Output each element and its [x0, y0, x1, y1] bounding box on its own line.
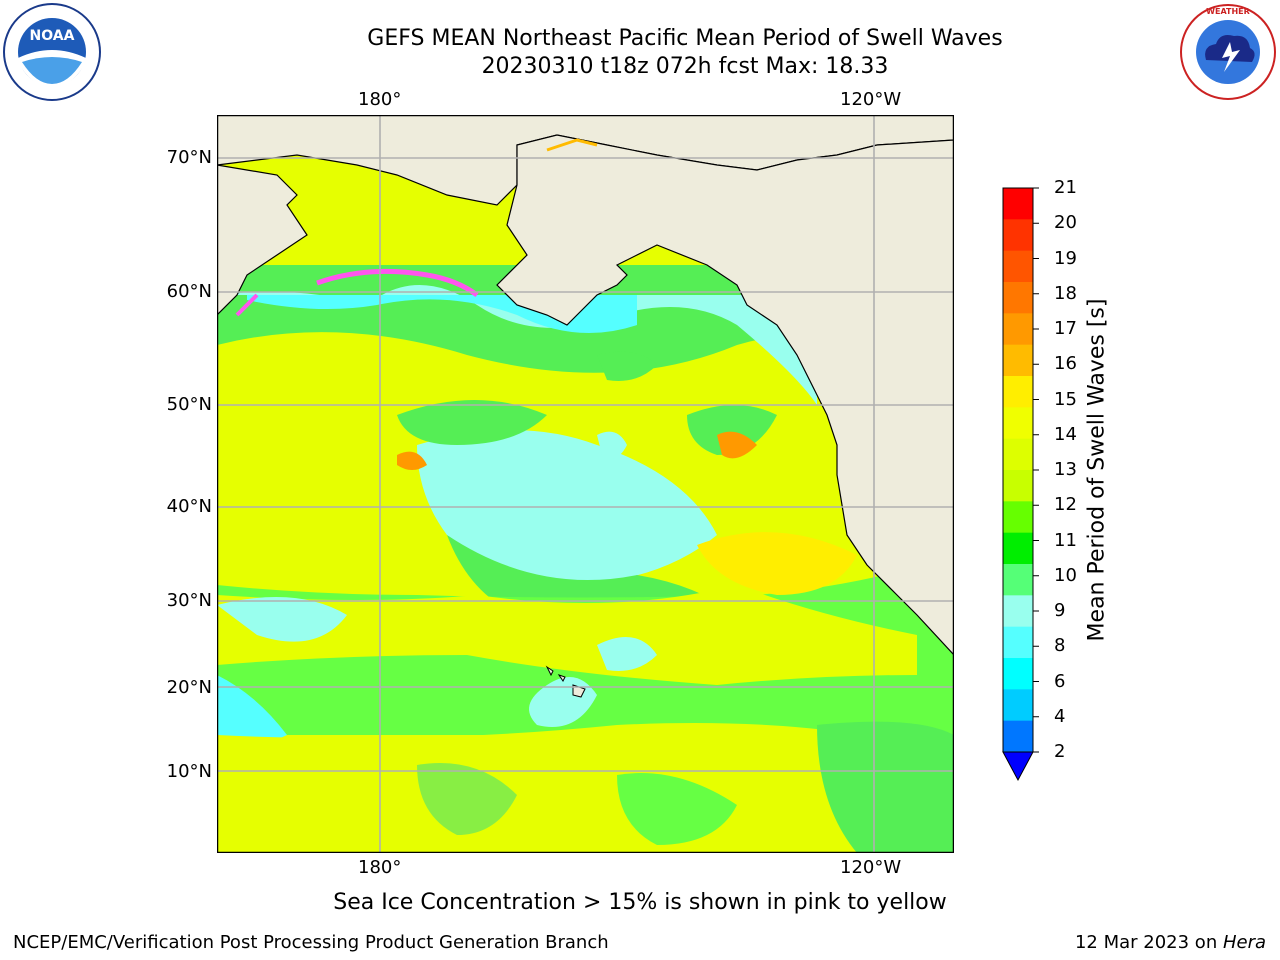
graticule	[217, 115, 954, 853]
colorbar-bin	[1003, 282, 1033, 314]
footer-host: Hera	[1222, 932, 1266, 953]
colorbar-bin	[1003, 470, 1033, 502]
colorbar-bin	[1003, 689, 1033, 722]
lon-label-bottom-180: 180°	[358, 857, 402, 878]
nws-logo: WEATHER	[1178, 2, 1278, 106]
colorbar-tick-label: 9	[1054, 600, 1066, 621]
lon-label-top-180: 180°	[358, 89, 402, 110]
lat-label-40n: 40°N	[166, 496, 212, 517]
lat-label-30n: 30°N	[166, 590, 212, 611]
colorbar-title: Mean Period of Swell Waves [s]	[1084, 298, 1110, 642]
lat-label-50n: 50°N	[166, 394, 212, 415]
colorbar-bin	[1003, 407, 1033, 440]
colorbar-tick-label: 10	[1054, 564, 1077, 586]
svg-text:WEATHER: WEATHER	[1206, 7, 1250, 16]
colorbar-under-arrow	[1002, 751, 1034, 782]
colorbar-tick-label: 15	[1054, 388, 1077, 410]
colorbar-tick-label: 13	[1054, 459, 1077, 480]
lat-label-60n: 60°N	[166, 281, 212, 302]
colorbar-tick-label: 12	[1054, 494, 1077, 516]
colorbar-bin	[1003, 595, 1033, 628]
colorbar-tick-label: 18	[1054, 282, 1077, 304]
swell-period-map	[216, 114, 955, 854]
colorbar-bin	[1003, 532, 1033, 565]
colorbar-bin	[1003, 376, 1033, 408]
lon-label-top-120w: 120°W	[840, 89, 902, 110]
colorbar-tick-label: 6	[1054, 670, 1066, 692]
colorbar-scale	[1002, 187, 1039, 782]
colorbar-bin	[1003, 219, 1033, 252]
colorbar-tick-label: 17	[1054, 318, 1077, 339]
colorbar-bin	[1003, 188, 1033, 220]
colorbar-bin	[1003, 501, 1033, 534]
colorbar-bin	[1003, 250, 1033, 283]
footer-date-text: 12 Mar 2023 on	[1074, 932, 1223, 953]
colorbar-tick-label: 14	[1054, 423, 1077, 445]
map-panel	[216, 114, 955, 854]
colorbar-tick-label: 4	[1054, 705, 1066, 727]
colorbar-bin	[1003, 313, 1033, 346]
lat-label-70n: 70°N	[166, 147, 212, 168]
colorbar	[985, 180, 1055, 789]
colorbar-tick-label: 19	[1054, 247, 1077, 269]
colorbar-bin	[1003, 438, 1033, 471]
noaa-logo: NOAA	[2, 2, 102, 106]
colorbar-tick-label: 8	[1054, 635, 1066, 657]
colorbar-bin	[1003, 344, 1033, 377]
sea-ice-note: Sea Ice Concentration > 15% is shown in …	[333, 890, 947, 915]
colorbar-bin	[1003, 720, 1033, 753]
colorbar-tick-label: 2	[1054, 741, 1066, 762]
colorbar-tick-label: 21	[1054, 177, 1077, 198]
colorbar-bin	[1003, 564, 1033, 596]
colorbar-bin	[1003, 658, 1033, 690]
colorbar-bin	[1003, 626, 1033, 659]
footer-date: 12 Mar 2023 on Hera	[1075, 932, 1266, 953]
lat-label-20n: 20°N	[166, 677, 212, 698]
footer-organization: NCEP/EMC/Verification Post Processing Pr…	[13, 932, 609, 953]
lat-label-10n: 10°N	[166, 761, 212, 782]
svg-text:NOAA: NOAA	[30, 28, 75, 44]
map-title: GEFS MEAN Northeast Pacific Mean Period …	[367, 26, 1003, 51]
lon-label-bottom-120w: 120°W	[840, 857, 902, 878]
colorbar-tick-label: 16	[1054, 353, 1077, 375]
colorbar-tick-label: 11	[1054, 529, 1077, 551]
colorbar-tick-label: 20	[1054, 212, 1077, 234]
map-subtitle: 20230310 t18z 072h fcst Max: 18.33	[481, 54, 889, 79]
